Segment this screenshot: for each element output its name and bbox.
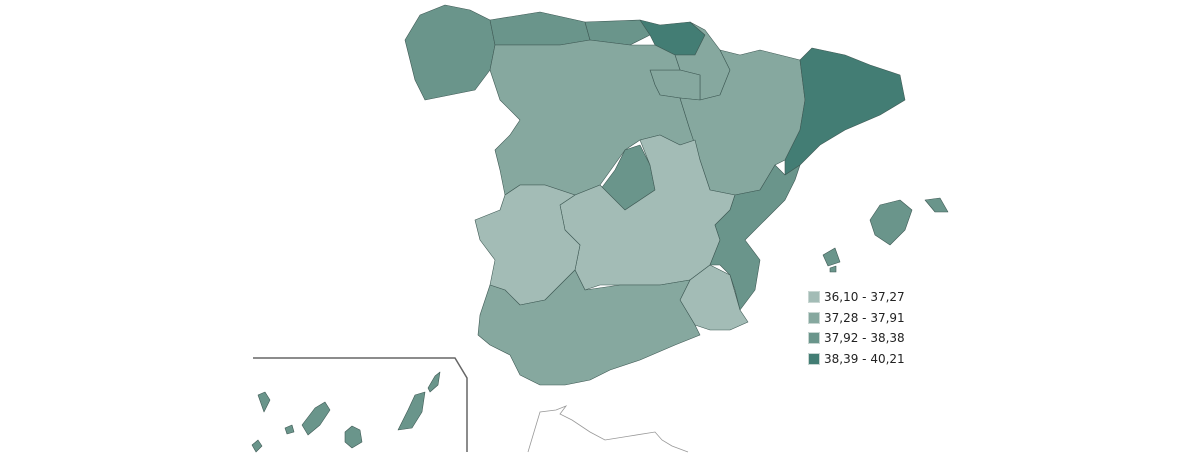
region-shape[interactable] — [284, 424, 295, 435]
region-shape[interactable] — [257, 391, 271, 413]
legend-swatch — [808, 311, 820, 324]
region-shape[interactable] — [344, 425, 363, 449]
legend-swatch — [808, 332, 820, 345]
region-shape[interactable] — [477, 269, 701, 386]
region-shape[interactable] — [822, 247, 841, 267]
region-andalucía[interactable] — [477, 269, 701, 386]
legend-label: 36,10 - 37,27 — [824, 290, 905, 305]
legend-label: 38,39 - 40,21 — [824, 351, 905, 366]
region-shape[interactable] — [301, 401, 331, 436]
legend-swatch — [808, 352, 820, 365]
region-baleares[interactable] — [822, 197, 949, 273]
canarias-inset-frame — [253, 357, 468, 452]
region-comunidad-valenciana[interactable] — [709, 164, 801, 311]
region-shape[interactable] — [427, 371, 441, 393]
region-shape[interactable] — [709, 164, 801, 311]
legend-label: 37,92 - 38,38 — [824, 331, 905, 346]
region-cantabria[interactable] — [584, 19, 651, 46]
legend-item: 38,39 - 40,21 — [808, 349, 905, 370]
region-shape[interactable] — [869, 199, 913, 246]
region-shape[interactable] — [397, 391, 426, 431]
region-shape[interactable] — [829, 265, 837, 273]
legend: 36,10 - 37,27 37,28 - 37,91 37,92 - 38,3… — [808, 287, 905, 369]
region-shape[interactable] — [584, 19, 651, 46]
region-shape[interactable] — [784, 47, 906, 176]
region-cataluña[interactable] — [784, 47, 906, 176]
region-shape[interactable] — [489, 11, 591, 46]
region-shape[interactable] — [924, 197, 949, 213]
region-asturias[interactable] — [489, 11, 591, 46]
region-shape[interactable] — [251, 439, 263, 453]
region-canarias[interactable] — [251, 371, 441, 453]
region-galicia[interactable] — [404, 4, 496, 101]
region-shape[interactable] — [404, 4, 496, 101]
legend-item: 37,92 - 38,38 — [808, 328, 905, 349]
north-africa-outline — [527, 405, 689, 453]
legend-item: 37,28 - 37,91 — [808, 308, 905, 329]
legend-swatch — [808, 291, 820, 304]
legend-label: 37,28 - 37,91 — [824, 310, 905, 325]
legend-item: 36,10 - 37,27 — [808, 287, 905, 308]
